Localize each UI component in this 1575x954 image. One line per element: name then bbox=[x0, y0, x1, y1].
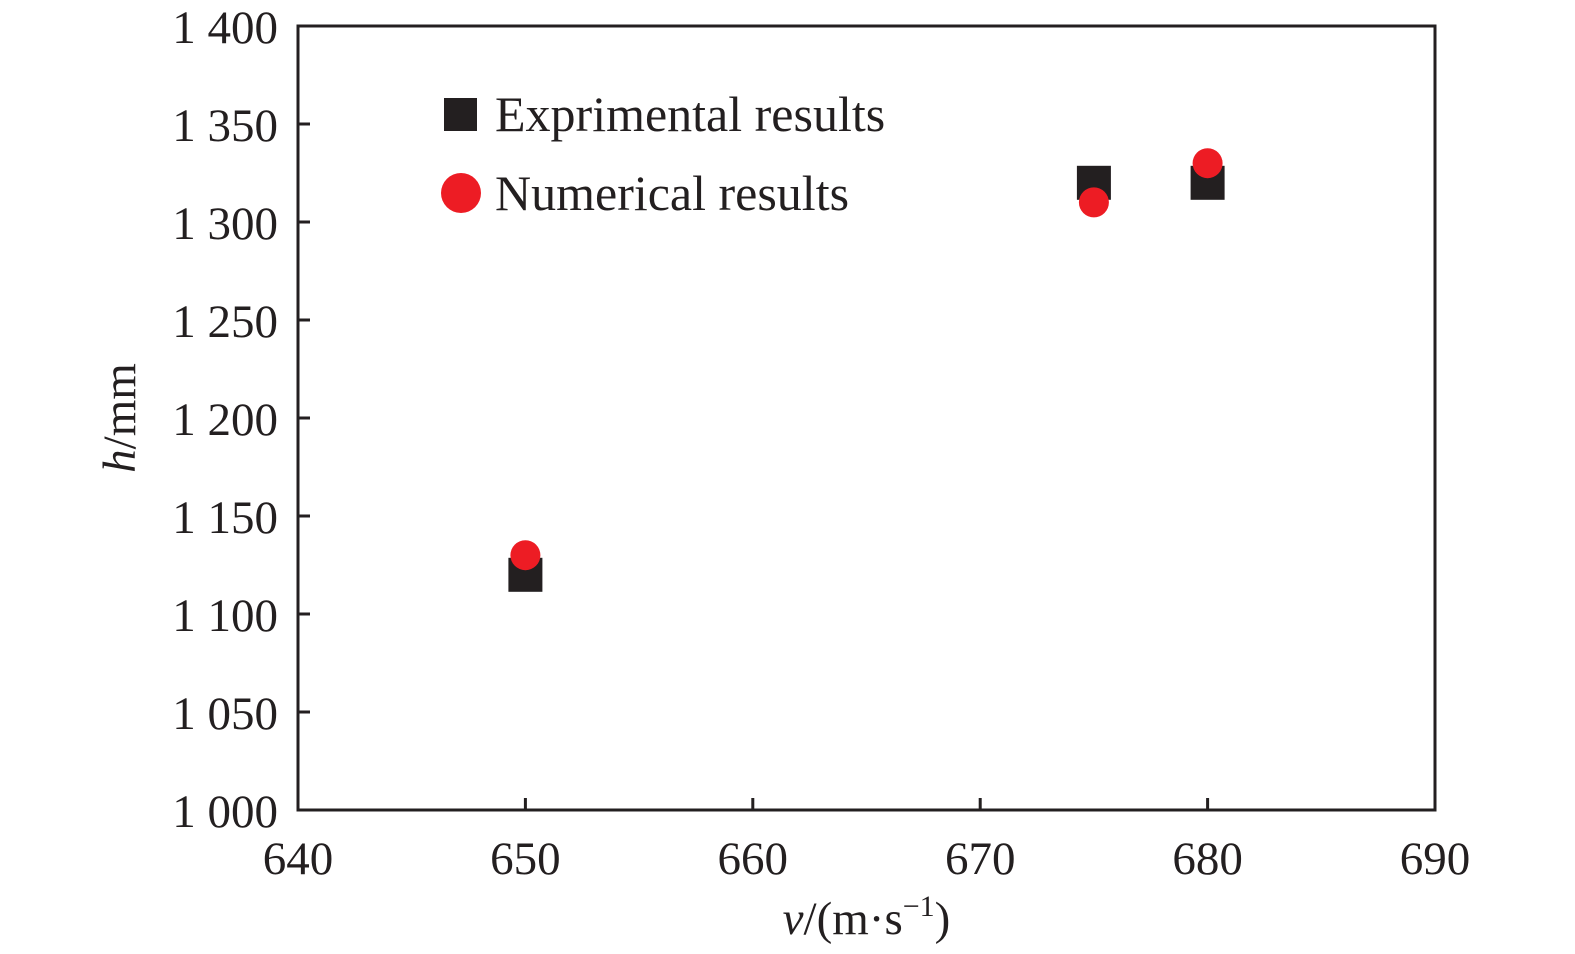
numerical-point bbox=[1078, 187, 1109, 218]
x-axis-title-sup: −1 bbox=[903, 890, 935, 923]
y-axis-title-unit: /mm bbox=[94, 363, 146, 449]
x-tick-label: 670 bbox=[945, 833, 1016, 885]
x-tick-label: 660 bbox=[718, 833, 789, 885]
legend-circle-marker bbox=[441, 173, 481, 213]
y-tick-label: 1 400 bbox=[172, 2, 278, 54]
y-axis-title: h/mm bbox=[94, 363, 146, 473]
legend-square-marker bbox=[444, 98, 477, 131]
y-tick-label: 1 200 bbox=[172, 394, 278, 446]
legend-label: Exprimental results bbox=[495, 86, 885, 142]
x-axis-title-close: ) bbox=[935, 893, 951, 945]
y-tick-label: 1 000 bbox=[172, 786, 278, 838]
y-tick-label: 1 350 bbox=[172, 100, 278, 152]
x-axis-ticks: 640 650 660 670 680 690 bbox=[263, 798, 1471, 885]
x-tick-label: 690 bbox=[1400, 833, 1471, 885]
legend: Exprimental results Numerical results bbox=[441, 86, 885, 221]
x-axis-title-unit: /(m·s bbox=[804, 893, 903, 945]
numerical-point bbox=[510, 540, 541, 571]
y-tick-label: 1 050 bbox=[172, 688, 278, 740]
x-axis-title: v/(m·s−1) bbox=[783, 890, 951, 945]
x-tick-label: 640 bbox=[263, 833, 334, 885]
x-axis-title-var: v bbox=[783, 893, 804, 945]
y-axis-ticks: 1 000 1 050 1 100 1 150 1 200 1 250 1 300 1 350… bbox=[172, 2, 310, 838]
plot-frame bbox=[296, 24, 1437, 812]
data-points bbox=[508, 148, 1225, 592]
x-tick-label: 680 bbox=[1172, 833, 1243, 885]
y-axis-title-var: h bbox=[94, 449, 146, 473]
numerical-point bbox=[1192, 148, 1223, 179]
y-tick-label: 1 300 bbox=[172, 198, 278, 250]
x-tick-label: 650 bbox=[490, 833, 561, 885]
plot-area bbox=[296, 24, 1437, 812]
legend-label: Numerical results bbox=[495, 165, 849, 221]
y-tick-label: 1 150 bbox=[172, 492, 278, 544]
y-tick-label: 1 100 bbox=[172, 590, 278, 642]
y-tick-label: 1 250 bbox=[172, 296, 278, 348]
